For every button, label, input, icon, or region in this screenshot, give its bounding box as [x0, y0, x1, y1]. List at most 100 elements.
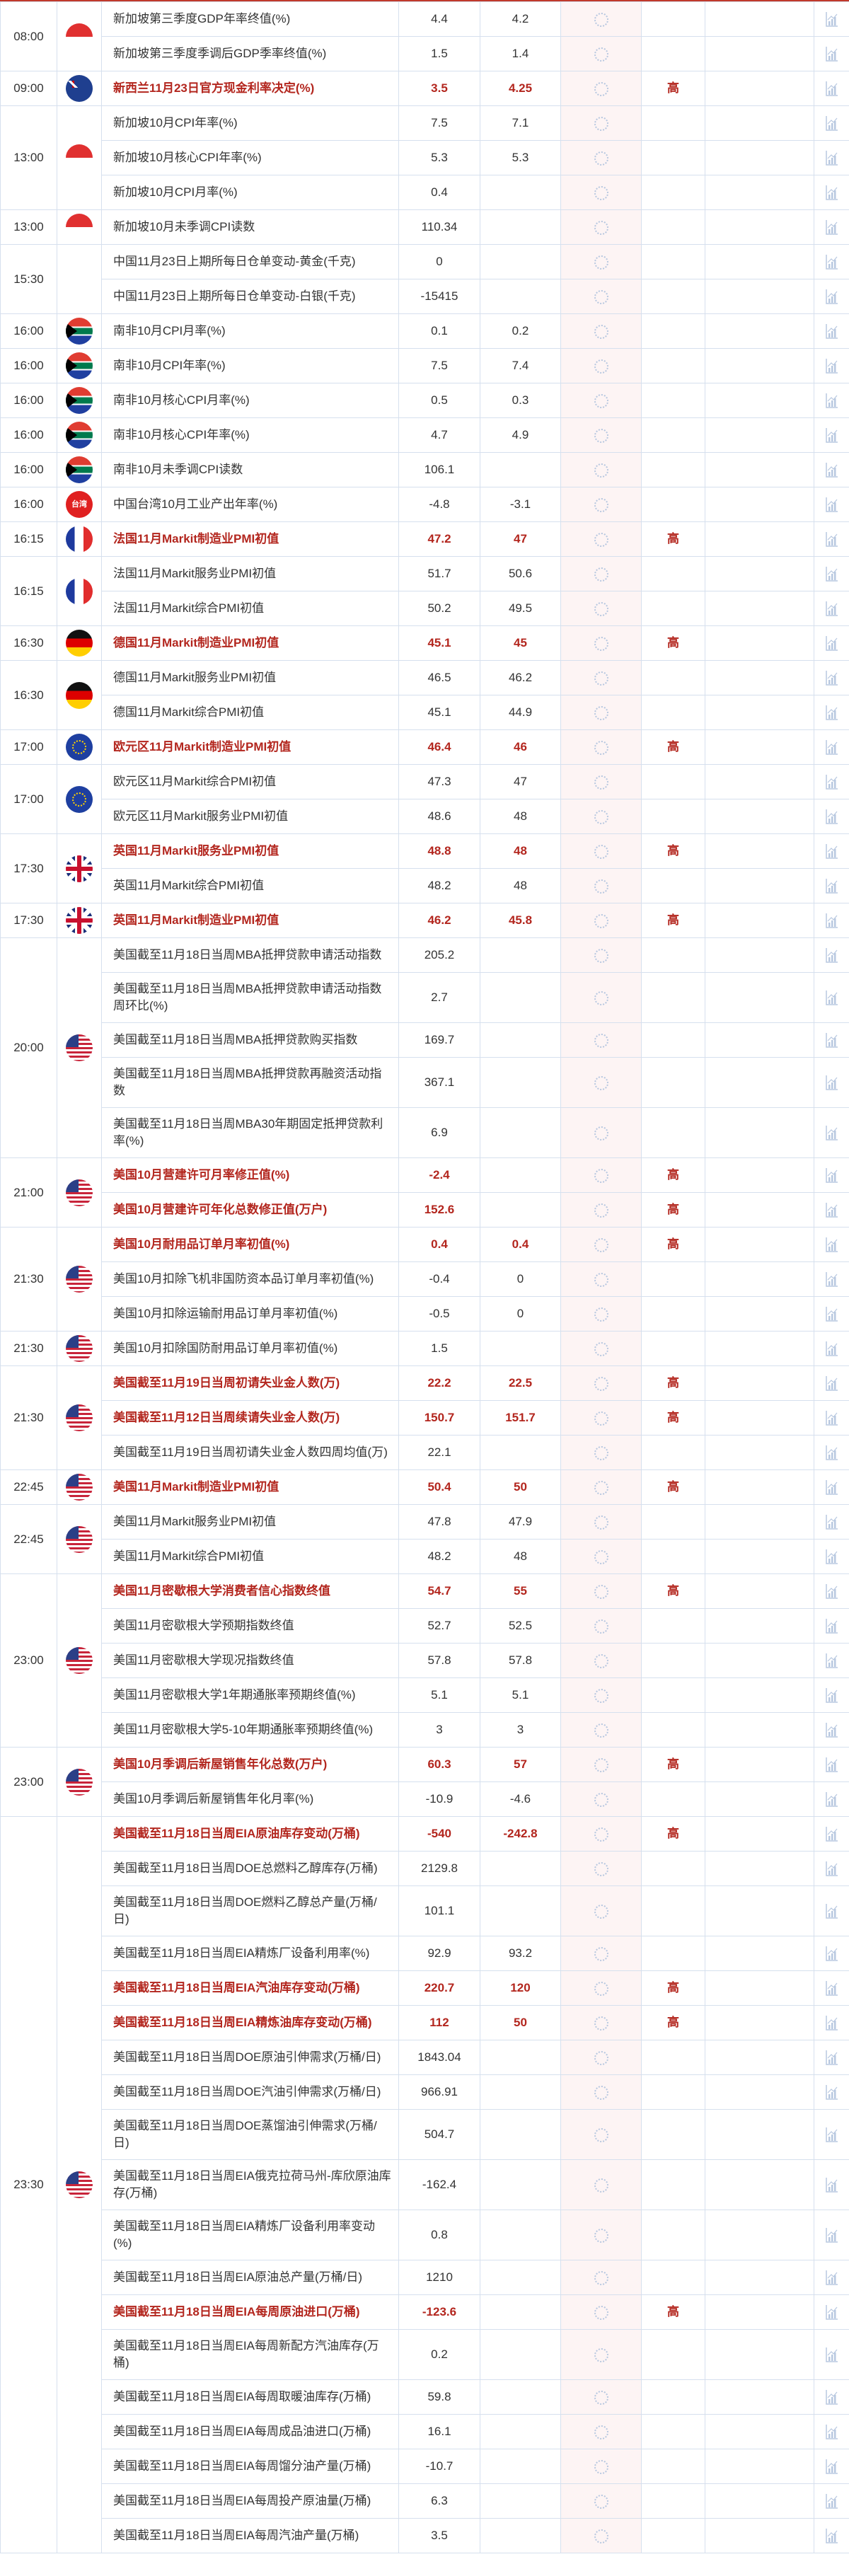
- event-name[interactable]: 欧元区11月Markit制造业PMI初值: [101, 729, 399, 765]
- chart-button[interactable]: [814, 452, 849, 487]
- event-name[interactable]: 美国截至11月18日当周EIA原油总产量(万桶/日): [101, 2260, 399, 2295]
- event-name[interactable]: 美国10月扣除运输耐用品订单月率初值(%): [101, 1296, 399, 1332]
- chart-button[interactable]: [814, 1192, 849, 1228]
- event-name[interactable]: 南非10月核心CPI月率(%): [101, 383, 399, 418]
- chart-button[interactable]: [814, 1712, 849, 1748]
- event-name[interactable]: 南非10月CPI月率(%): [101, 313, 399, 349]
- chart-button[interactable]: [814, 625, 849, 661]
- chart-button[interactable]: [814, 1643, 849, 1678]
- event-row[interactable]: 22:45 美国11月Markit服务业PMI初值 47.8 47.9: [0, 1504, 849, 1574]
- chart-button[interactable]: [814, 1677, 849, 1713]
- event-name[interactable]: 新加坡10月核心CPI年率(%): [101, 140, 399, 175]
- event-name[interactable]: 美国11月Markit服务业PMI初值: [101, 1504, 399, 1540]
- chart-button[interactable]: [814, 1851, 849, 1886]
- event-name[interactable]: 美国截至11月18日当周EIA俄克拉荷马州-库欣原油库存(万桶): [101, 2159, 399, 2210]
- event-row[interactable]: 17:00 欧元区11月Markit综合PMI初值 47.3 47: [0, 764, 849, 834]
- chart-button[interactable]: [814, 2449, 849, 2484]
- event-row[interactable]: 美国11月密歇根大学现况指数终值 57.8 57.8: [1, 1643, 849, 1678]
- event-row[interactable]: 美国10月扣除运输耐用品订单月率初值(%) -0.5 0: [1, 1296, 849, 1332]
- chart-button[interactable]: [814, 1022, 849, 1058]
- event-row[interactable]: 22:45 美国11月Markit制造业PMI初值 50.4 50 高: [0, 1469, 849, 1505]
- event-row[interactable]: 21:30 美国10月耐用品订单月率初值(%) 0.4 0.4 高: [0, 1227, 849, 1332]
- event-row[interactable]: 17:00 欧元区11月Markit制造业PMI初值 46.4 46 高: [0, 729, 849, 765]
- event-row[interactable]: 美国截至11月18日当周EIA每周汽油产量(万桶) 3.5: [1, 2518, 849, 2553]
- event-name[interactable]: 美国截至11月18日当周MBA30年期固定抵押贷款利率(%): [101, 1107, 399, 1158]
- event-name[interactable]: 法国11月Markit制造业PMI初值: [101, 521, 399, 557]
- event-name[interactable]: 德国11月Markit制造业PMI初值: [101, 625, 399, 661]
- chart-button[interactable]: [814, 1331, 849, 1366]
- event-row[interactable]: 美国截至11月18日当周EIA精炼油库存变动(万桶) 112 50 高: [1, 2005, 849, 2040]
- chart-button[interactable]: [814, 140, 849, 175]
- chart-button[interactable]: [814, 2379, 849, 2415]
- chart-button[interactable]: [814, 972, 849, 1023]
- event-name[interactable]: 美国10月营建许可年化总数修正值(万户): [101, 1192, 399, 1228]
- event-row[interactable]: 16:00 南非10月未季调CPI读数 106.1: [0, 452, 849, 487]
- event-row[interactable]: 美国截至11月18日当周EIA每周取暖油库存(万桶) 59.8: [1, 2379, 849, 2415]
- event-row[interactable]: 21:00 美国10月营建许可月率修正值(%) -2.4 高: [0, 1157, 849, 1228]
- event-name[interactable]: 新加坡第三季度GDP年率终值(%): [101, 1, 399, 37]
- chart-button[interactable]: [814, 1885, 849, 1936]
- event-name[interactable]: 中国11月23日上期所每日仓单变动-白银(千克): [101, 279, 399, 314]
- event-name[interactable]: 美国截至11月19日当周初请失业金人数四周均值(万): [101, 1435, 399, 1470]
- chart-button[interactable]: [814, 1747, 849, 1782]
- event-row[interactable]: 美国截至11月18日当周EIA每周原油进口(万桶) -123.6 高: [1, 2294, 849, 2330]
- event-name[interactable]: 美国截至11月18日当周EIA每周投产原油量(万桶): [101, 2483, 399, 2519]
- chart-button[interactable]: [814, 1608, 849, 1644]
- event-row[interactable]: 美国10月季调后新屋销售年化月率(%) -10.9 -4.6: [1, 1781, 849, 1817]
- event-name[interactable]: 法国11月Markit服务业PMI初值: [101, 556, 399, 591]
- chart-button[interactable]: [814, 1970, 849, 2006]
- chart-button[interactable]: [814, 2074, 849, 2110]
- chart-button[interactable]: [814, 209, 849, 245]
- event-row[interactable]: 美国截至11月19日当周初请失业金人数四周均值(万) 22.1: [1, 1435, 849, 1470]
- chart-button[interactable]: [814, 105, 849, 141]
- event-row[interactable]: 16:00 南非10月核心CPI年率(%) 4.7 4.9: [0, 417, 849, 453]
- event-row[interactable]: 17:30 英国11月Markit服务业PMI初值 48.8 48 高: [0, 833, 849, 903]
- chart-button[interactable]: [814, 2260, 849, 2295]
- chart-button[interactable]: [814, 1504, 849, 1540]
- event-name[interactable]: 美国截至11月18日当周DOE燃料乙醇总产量(万桶/日): [101, 1885, 399, 1936]
- chart-button[interactable]: [814, 1539, 849, 1574]
- event-row[interactable]: 美国截至11月18日当周EIA每周成品油进口(万桶) 16.1: [1, 2414, 849, 2449]
- event-name[interactable]: 英国11月Markit综合PMI初值: [101, 868, 399, 903]
- event-row[interactable]: 20:00 美国截至11月18日当周MBA抵押贷款申请活动指数 205.2: [0, 937, 849, 1158]
- chart-button[interactable]: [814, 1, 849, 37]
- event-name[interactable]: 美国11月密歇根大学现况指数终值: [101, 1643, 399, 1678]
- chart-button[interactable]: [814, 1107, 849, 1158]
- chart-button[interactable]: [814, 279, 849, 314]
- chart-button[interactable]: [814, 1573, 849, 1609]
- event-row[interactable]: 美国截至11月18日当周EIA每周馏分油产量(万桶) -10.7: [1, 2449, 849, 2484]
- event-row[interactable]: 美国11月Markit综合PMI初值 48.2 48: [1, 1539, 849, 1574]
- event-row[interactable]: 美国截至11月18日当周DOE总燃料乙醇库存(万桶) 2129.8: [1, 1851, 849, 1886]
- event-row[interactable]: 美国截至11月18日当周EIA精炼厂设备利用率变动(%) 0.8: [1, 2210, 849, 2260]
- chart-button[interactable]: [814, 591, 849, 626]
- chart-button[interactable]: [814, 868, 849, 903]
- chart-button[interactable]: [814, 487, 849, 522]
- chart-button[interactable]: [814, 2518, 849, 2553]
- event-row[interactable]: 美国截至11月18日当周EIA俄克拉荷马州-库欣原油库存(万桶) -162.4: [1, 2159, 849, 2210]
- chart-button[interactable]: [814, 1816, 849, 1852]
- event-name[interactable]: 美国截至11月18日当周DOE总燃料乙醇库存(万桶): [101, 1851, 399, 1886]
- event-name[interactable]: 美国截至11月18日当周EIA原油库存变动(万桶): [101, 1816, 399, 1852]
- event-name[interactable]: 美国11月密歇根大学消费者信心指数终值: [101, 1573, 399, 1609]
- event-row[interactable]: 16:00 南非10月核心CPI月率(%) 0.5 0.3: [0, 383, 849, 418]
- event-row[interactable]: 21:30 美国截至11月19日当周初请失业金人数(万) 22.2 22.5 高: [0, 1365, 849, 1470]
- event-name[interactable]: 德国11月Markit综合PMI初值: [101, 695, 399, 730]
- event-row[interactable]: 21:30 美国10月扣除国防耐用品订单月率初值(%) 1.5: [0, 1331, 849, 1366]
- chart-button[interactable]: [814, 313, 849, 349]
- event-name[interactable]: 德国11月Markit服务业PMI初值: [101, 660, 399, 695]
- chart-button[interactable]: [814, 2040, 849, 2075]
- event-name[interactable]: 美国截至11月19日当周初请失业金人数(万): [101, 1365, 399, 1401]
- event-row[interactable]: 美国截至11月12日当周续请失业金人数(万) 150.7 151.7 高: [1, 1400, 849, 1436]
- event-name[interactable]: 新加坡第三季度季调后GDP季率终值(%): [101, 36, 399, 71]
- event-name[interactable]: 新西兰11月23日官方现金利率决定(%): [101, 71, 399, 106]
- chart-button[interactable]: [814, 2109, 849, 2160]
- event-name[interactable]: 美国10月扣除飞机非国防资本品订单月率初值(%): [101, 1261, 399, 1297]
- event-name[interactable]: 美国截至11月18日当周EIA精炼厂设备利用率(%): [101, 1936, 399, 1971]
- event-row[interactable]: 16:00 台湾 中国台湾10月工业产出年率(%) -4.8 -3.1: [0, 487, 849, 522]
- event-row[interactable]: 法国11月Markit综合PMI初值 50.2 49.5: [1, 591, 849, 626]
- chart-button[interactable]: [814, 1057, 849, 1108]
- chart-button[interactable]: [814, 521, 849, 557]
- chart-button[interactable]: [814, 2159, 849, 2210]
- chart-button[interactable]: [814, 2414, 849, 2449]
- event-name[interactable]: 美国10月季调后新屋销售年化总数(万户): [101, 1747, 399, 1782]
